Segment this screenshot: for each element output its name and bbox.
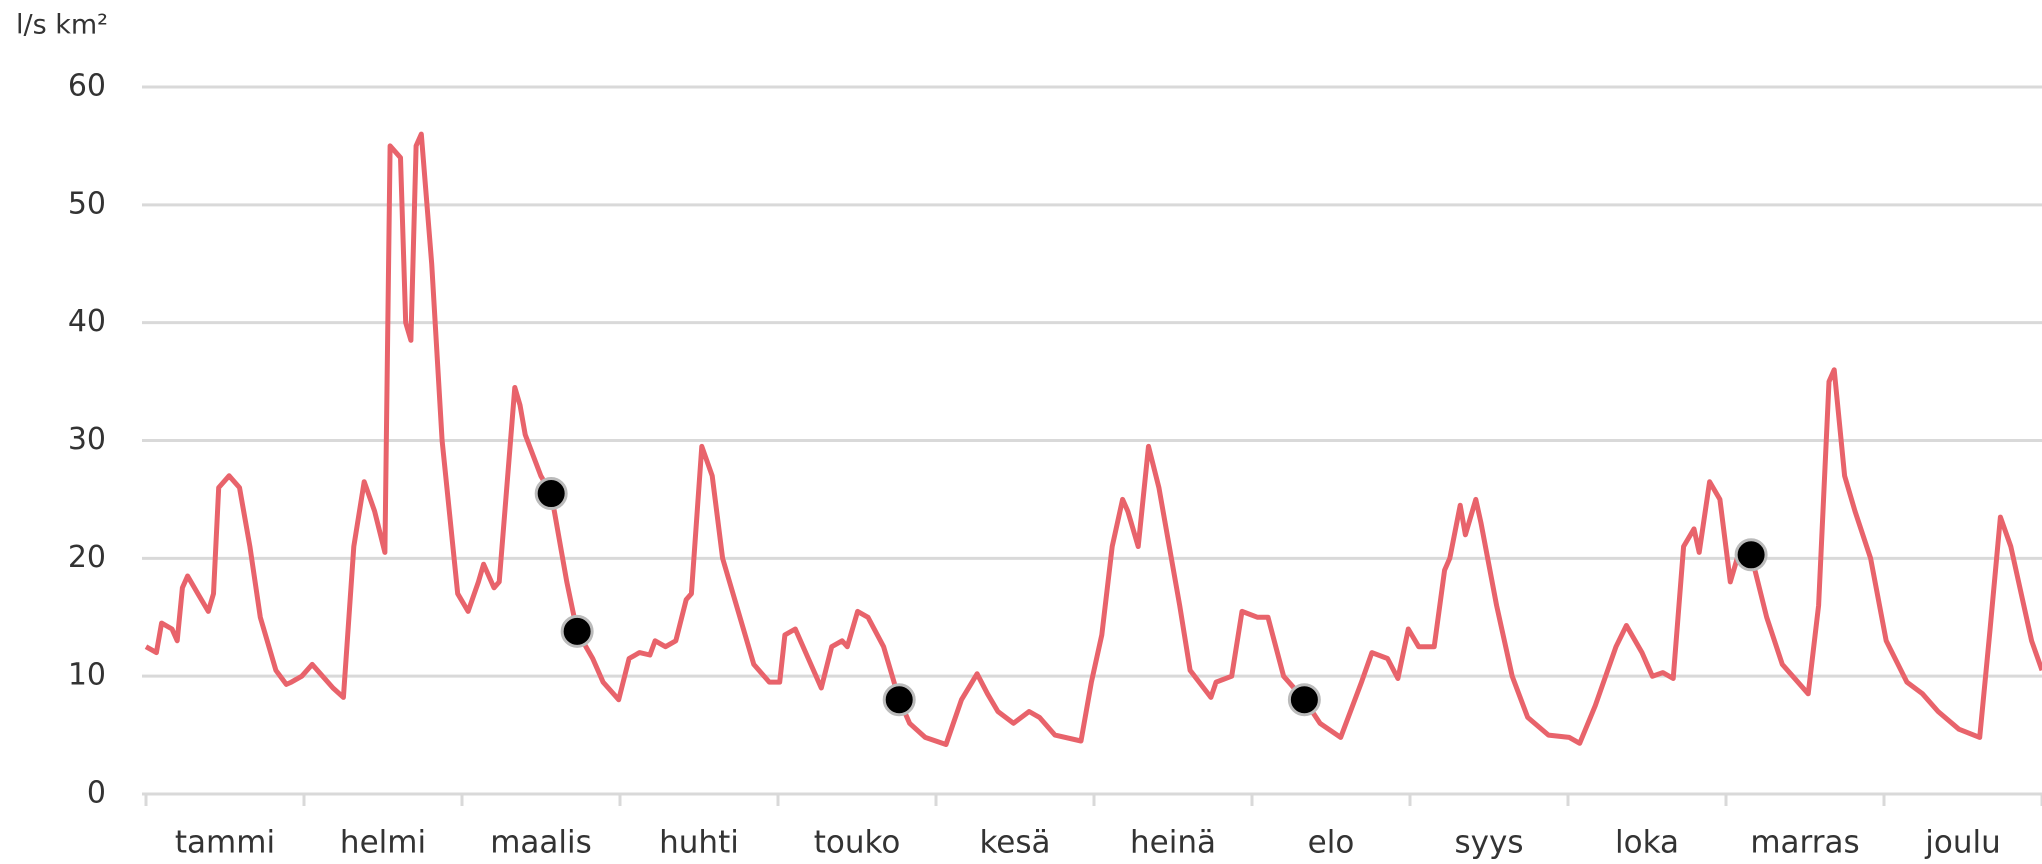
sample-point (882, 683, 916, 717)
x-tick-label: huhti (659, 825, 739, 861)
x-tick-label: tammi (175, 825, 275, 861)
x-tick-label: syys (1455, 825, 1524, 861)
x-tick-label: heinä (1130, 825, 1216, 861)
x-tick-label: maalis (490, 825, 592, 861)
y-tick-label: 0 (87, 776, 106, 811)
y-tick-label: 10 (68, 658, 106, 693)
y-tick-label: 40 (68, 304, 106, 339)
sample-point (1287, 683, 1321, 717)
x-tick-label: kesä (979, 825, 1050, 861)
x-tick-label: elo (1308, 825, 1355, 861)
sample-point (560, 614, 594, 648)
sample-point (534, 477, 568, 511)
x-tick-label: marras (1750, 825, 1859, 861)
y-tick-label: 20 (68, 540, 106, 575)
y-tick-label: 60 (68, 69, 106, 104)
flow-line (144, 131, 2042, 747)
x-tick-label: helmi (340, 825, 426, 861)
sample-point (1734, 538, 1768, 572)
x-tick-label: touko (814, 825, 901, 861)
x-tick-label: loka (1615, 825, 1679, 861)
x-tick-label: joulu (1924, 825, 2001, 861)
y-axis-title: l/s km² (16, 10, 108, 41)
y-tick-label: 50 (68, 186, 106, 221)
y-tick-label: 30 (68, 422, 106, 457)
